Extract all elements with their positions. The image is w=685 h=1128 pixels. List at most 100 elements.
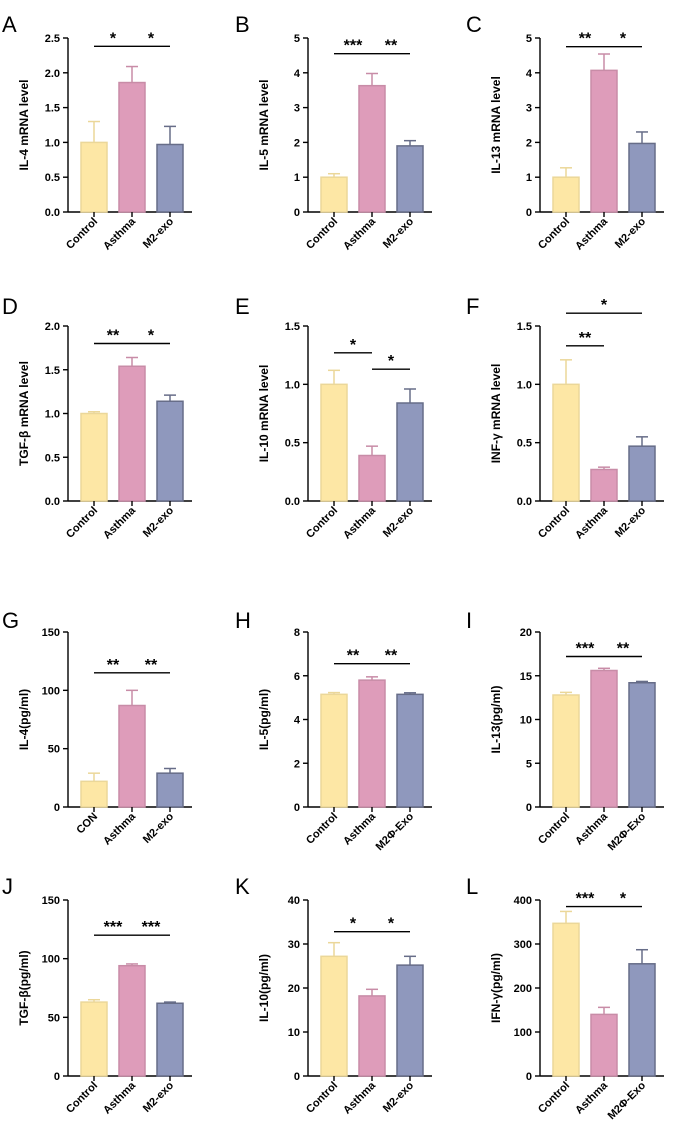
y-tick-label-a: 0.5	[45, 172, 60, 184]
category-label-l: Asthma	[573, 1079, 611, 1117]
y-tick-label-b: 3	[294, 103, 300, 115]
category-label-a: M2-exo	[141, 215, 176, 250]
y-tick-label-e: 1.0	[285, 379, 300, 391]
significance-label-e: *	[388, 353, 395, 370]
y-tick-label-a: 1.5	[45, 103, 60, 115]
significance-label-a: *	[110, 30, 117, 47]
bar-d	[156, 400, 184, 502]
category-label-g: CON	[74, 811, 100, 837]
y-tick-label-l: 300	[514, 939, 532, 951]
y-tick-label-f: 0.5	[517, 438, 532, 450]
y-tick-label-i: 20	[520, 627, 532, 639]
significance-label-g: **	[107, 657, 120, 674]
y-tick-label-c: 1	[526, 172, 532, 184]
category-label-k: Control	[304, 1080, 340, 1116]
bar-b	[396, 145, 424, 213]
y-tick-label-c: 5	[526, 33, 532, 45]
y-tick-label-b: 5	[294, 33, 300, 45]
significance-label-e: *	[350, 337, 357, 354]
category-label-j: M2-exo	[141, 1079, 176, 1114]
panel-letter-h: H	[235, 608, 251, 633]
panel-letter-e: E	[235, 294, 250, 319]
bar-j	[80, 1001, 108, 1077]
significance-label-a: *	[148, 30, 155, 47]
significance-label-h: **	[347, 648, 360, 665]
y-axis-label-l: IFN-γ(pg/ml)	[489, 953, 503, 1023]
panel-a: A 0.0 0.5 1.0 1.5 2.0 2.5 IL-4 mRNA level Contro…	[2, 12, 192, 253]
significance-label-i: **	[617, 641, 630, 658]
significance-label-f: *	[601, 297, 608, 314]
category-label-c: M2-exo	[613, 215, 648, 250]
y-tick-label-d: 1.5	[45, 365, 60, 377]
bar-k	[320, 955, 348, 1077]
panel-g: G 0 50 100 150 IL-4(pg/ml) CON Asthma M2-exo ** **	[2, 608, 192, 848]
y-tick-label-i: 10	[520, 715, 532, 727]
panel-letter-f: F	[466, 294, 479, 319]
category-label-f: Asthma	[573, 504, 611, 542]
bar-j	[156, 1002, 184, 1077]
y-tick-label-l: 400	[514, 895, 532, 907]
y-axis-label-c: IL-13 mRNA level	[489, 76, 503, 174]
category-label-l: M2Φ-Exo	[606, 1079, 649, 1122]
significance-label-l: *	[620, 891, 627, 908]
y-tick-label-g: 150	[42, 627, 60, 639]
panel-l: L 0 100 200 300 400 IFN-γ(pg/ml) Control AsthmaM…	[466, 874, 664, 1122]
category-label-j: Asthma	[101, 1079, 139, 1117]
significance-label-l: ***	[576, 891, 595, 908]
category-label-b: Asthma	[341, 215, 379, 253]
y-axis-label-f: INF-γ mRNA level	[489, 364, 503, 464]
significance-label-d: **	[107, 328, 120, 345]
category-label-f: M2-exo	[613, 504, 648, 539]
bar-i	[628, 682, 656, 808]
y-tick-label-d: 0.5	[45, 452, 60, 464]
bar-c	[590, 69, 618, 213]
y-tick-label-h: 6	[294, 671, 300, 683]
panel-letter-k: K	[235, 874, 250, 899]
bar-k	[358, 995, 386, 1077]
y-tick-label-e: 0.0	[285, 496, 300, 508]
significance-label-d: *	[148, 328, 155, 345]
bar-e	[320, 383, 348, 502]
bar-g	[80, 780, 108, 808]
category-label-c: Asthma	[573, 215, 611, 253]
category-label-h: M2Φ-Exo	[374, 810, 417, 853]
y-tick-label-h: 8	[294, 627, 300, 639]
category-label-h: Control	[304, 811, 340, 847]
bar-i	[590, 669, 618, 808]
significance-label-j: ***	[104, 919, 123, 936]
y-tick-label-d: 1.0	[45, 409, 60, 421]
significance-label-h: **	[385, 648, 398, 665]
significance-label-b: **	[385, 38, 398, 55]
y-tick-label-i: 15	[520, 671, 532, 683]
y-tick-label-b: 1	[294, 172, 300, 184]
y-tick-label-c: 2	[526, 137, 532, 149]
significance-label-k: *	[350, 916, 357, 933]
bar-c	[552, 176, 580, 213]
y-tick-label-h: 2	[294, 758, 300, 770]
y-tick-label-h: 0	[294, 802, 300, 814]
y-tick-label-f: 0.0	[517, 496, 532, 508]
y-tick-label-c: 0	[526, 207, 532, 219]
bar-h	[320, 693, 348, 808]
panel-k: K 0 10 20 30 40 IL-10(pg/ml) Control Asthma M2-ex…	[235, 874, 432, 1117]
y-tick-label-e: 0.5	[285, 438, 300, 450]
panel-letter-d: D	[2, 294, 18, 319]
y-axis-label-k: IL-10(pg/ml)	[257, 954, 271, 1022]
panel-e: E 0.0 0.5 1.0 1.5 IL-10 mRNA level Control Asth…	[235, 294, 432, 542]
category-label-i: Control	[536, 811, 572, 847]
panel-i: I 0 5 10 15 20 IL-13(pg/ml) Control AsthmaM2Φ-Ex…	[466, 608, 664, 853]
category-label-g: Asthma	[101, 810, 139, 848]
y-tick-label-k: 40	[288, 895, 300, 907]
y-axis-label-h: IL-5(pg/ml)	[257, 689, 271, 750]
panel-letter-a: A	[2, 12, 17, 37]
y-axis-label-a: IL-4 mRNA level	[17, 80, 31, 171]
y-tick-label-d: 2.0	[45, 321, 60, 333]
category-label-c: Control	[536, 216, 572, 252]
y-tick-label-k: 0	[294, 1071, 300, 1083]
y-axis-label-d: TGF-β mRNA level	[17, 361, 31, 466]
panel-c: C 0 1 2 3 4 5 IL-13 mRNA level Control Asthma M2-e…	[466, 12, 664, 253]
panel-b: B 0 1 2 3 4 5 IL-5 mRNA level Control Asthma M2-ex…	[235, 12, 432, 253]
panel-d: D 0.0 0.5 1.0 1.5 2.0 TGF-β mRNA level Control A…	[2, 294, 192, 542]
y-tick-label-c: 4	[526, 68, 533, 80]
y-tick-label-j: 100	[42, 954, 60, 966]
